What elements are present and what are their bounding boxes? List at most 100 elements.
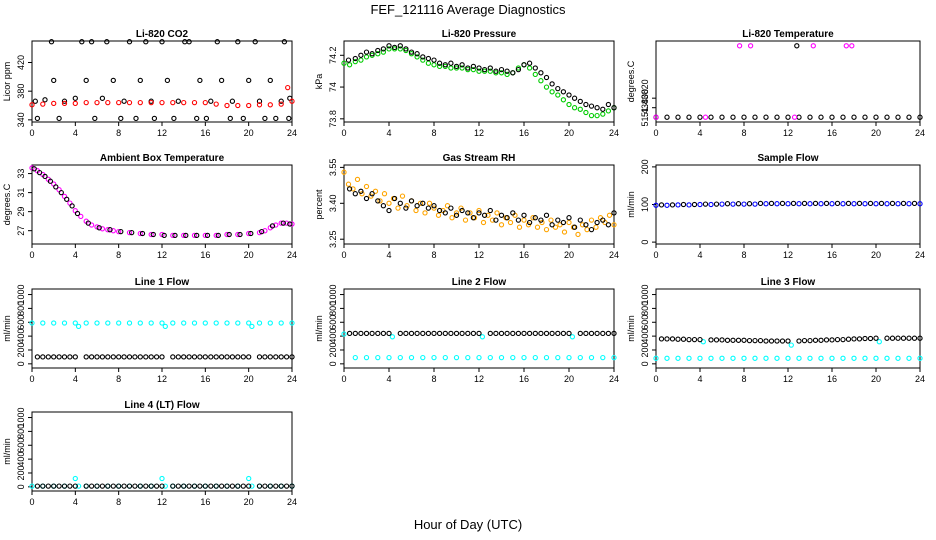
data-point xyxy=(256,102,263,108)
data-point xyxy=(560,330,567,337)
data-point xyxy=(763,338,769,344)
data-point xyxy=(191,320,198,326)
data-point xyxy=(588,354,595,361)
data-point xyxy=(555,217,561,223)
data-point xyxy=(352,191,358,197)
data-point xyxy=(162,483,168,489)
data-point xyxy=(543,212,550,218)
data-point xyxy=(465,210,471,216)
data-point xyxy=(171,115,177,122)
data-point xyxy=(29,102,35,108)
data-point xyxy=(465,65,471,71)
y-tick-label: 1000 xyxy=(640,285,650,305)
data-point xyxy=(534,224,541,230)
panel-1: Li-820 CO2 0 4 8 12 16 20 24 340 380 420 Licor ppm xyxy=(2,29,297,138)
data-point xyxy=(526,60,533,66)
data-point xyxy=(420,354,426,361)
data-point xyxy=(476,330,482,337)
data-point xyxy=(235,231,241,238)
data-point xyxy=(67,354,73,360)
data-point xyxy=(224,483,230,489)
data-point xyxy=(61,100,68,107)
data-point xyxy=(548,217,554,223)
data-point xyxy=(465,330,471,337)
y-tick-label: 400 xyxy=(328,329,338,344)
y-axis-label: degrees.C xyxy=(2,183,12,225)
data-point xyxy=(906,355,912,361)
series-2 xyxy=(658,200,918,208)
data-point xyxy=(876,339,882,345)
data-point xyxy=(675,202,681,208)
data-point xyxy=(431,203,437,209)
data-point xyxy=(487,68,493,74)
data-point xyxy=(510,70,516,76)
data-point xyxy=(88,354,95,360)
data-point xyxy=(170,232,176,239)
data-point xyxy=(408,49,415,55)
data-point xyxy=(151,115,158,122)
data-point xyxy=(611,354,617,361)
data-point xyxy=(555,330,561,337)
data-point xyxy=(354,176,361,183)
data-point xyxy=(801,200,808,207)
data-point xyxy=(358,188,364,194)
data-point xyxy=(543,354,550,361)
data-point xyxy=(224,354,230,360)
data-point xyxy=(807,337,813,344)
data-point xyxy=(818,337,824,343)
data-point xyxy=(675,114,681,120)
data-point xyxy=(498,354,505,361)
y-tick-label: 1000 xyxy=(16,285,26,305)
y-tick-label: 400 xyxy=(16,329,26,344)
data-point xyxy=(479,334,486,340)
y-tick-label: 420 xyxy=(16,55,26,70)
data-point xyxy=(132,483,138,489)
data-point xyxy=(436,330,443,337)
data-point xyxy=(588,226,595,233)
x-tick-label: 4 xyxy=(73,250,78,260)
panel-4: Ambient Box Temperature 0 4 8 12 16 20 24 27 29 31… xyxy=(2,153,297,260)
data-point xyxy=(186,354,192,360)
panel-title: Line 1 Flow xyxy=(135,277,190,288)
data-point xyxy=(420,54,426,60)
panel-2: Li-820 Pressure 0 4 8 12 16 20 24 73.8 74 74.2 kPa xyxy=(314,29,619,138)
x-tick-label: 8 xyxy=(431,374,436,384)
x-tick-label: 20 xyxy=(244,497,254,507)
data-point xyxy=(594,330,600,337)
data-point xyxy=(380,203,387,209)
data-point xyxy=(414,203,420,209)
data-point xyxy=(51,77,57,84)
data-point xyxy=(900,335,907,341)
data-point xyxy=(900,200,907,207)
data-point xyxy=(375,330,381,337)
data-point xyxy=(137,483,143,489)
x-tick-label: 12 xyxy=(157,374,167,384)
series-1 xyxy=(29,320,295,330)
data-point xyxy=(137,77,143,84)
y-tick-label: 51.43800 xyxy=(640,89,650,127)
data-point xyxy=(197,483,203,489)
data-point xyxy=(851,201,857,207)
data-point xyxy=(566,330,572,337)
data-point xyxy=(436,60,443,66)
x-tick-label: 0 xyxy=(29,128,34,138)
data-point xyxy=(36,169,43,176)
panel-10: Line 4 (LT) Flow 0 4 8 12 16 20 24 0 200400600800… xyxy=(2,400,297,507)
x-tick-label: 4 xyxy=(386,374,391,384)
data-point xyxy=(414,330,420,337)
data-point xyxy=(273,222,279,228)
data-point xyxy=(182,39,188,45)
data-point xyxy=(226,231,232,238)
data-point xyxy=(363,354,370,361)
data-point xyxy=(526,219,533,226)
data-point xyxy=(227,115,233,122)
data-point xyxy=(105,483,111,489)
data-point xyxy=(583,222,589,228)
y-tick-label: 400 xyxy=(640,329,650,344)
data-point xyxy=(829,337,835,343)
data-point xyxy=(611,222,617,228)
data-point xyxy=(730,337,736,343)
x-tick-label: 12 xyxy=(157,250,167,260)
data-point xyxy=(790,200,797,207)
data-point xyxy=(600,354,606,361)
